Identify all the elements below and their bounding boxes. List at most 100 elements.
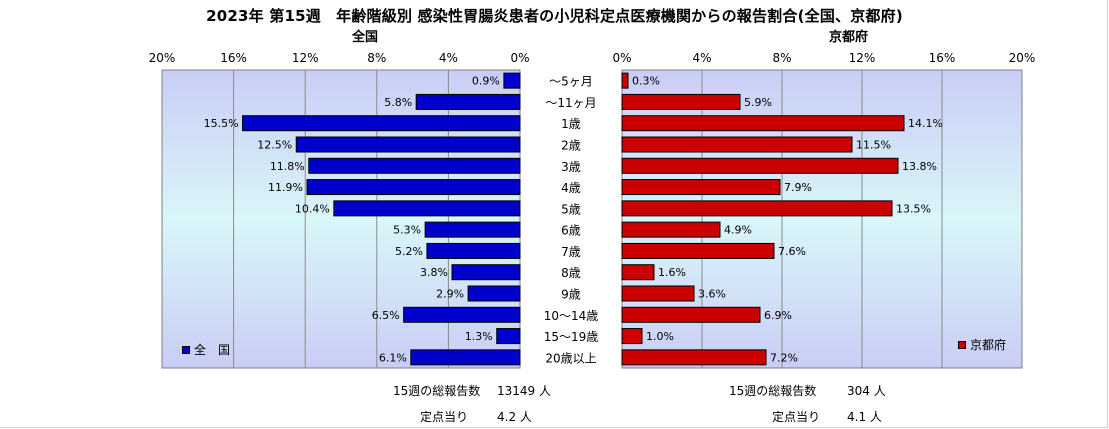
right-x-tick-label: 8% xyxy=(772,51,791,65)
bar-national xyxy=(496,328,521,345)
data-label-kyoto: 7.9% xyxy=(784,181,812,194)
data-label-kyoto: 1.0% xyxy=(646,330,674,343)
data-label-kyoto: 1.6% xyxy=(658,266,686,279)
data-label-national: 6.5% xyxy=(372,309,400,322)
footer-left-total-label: 15週の総報告数 xyxy=(393,384,481,398)
category-label: 1歳 xyxy=(561,117,581,131)
left-x-tick-label: 0% xyxy=(510,51,529,65)
footer-right-per-label: 定点当り xyxy=(772,410,821,424)
legend-national: 全 国 xyxy=(182,341,230,358)
right-x-tick-label: 0% xyxy=(612,51,631,65)
left-x-tick-label: 8% xyxy=(367,51,386,65)
bar-national xyxy=(308,157,521,174)
category-label: 20歳以上 xyxy=(545,351,596,365)
data-label-kyoto: 7.2% xyxy=(770,351,798,364)
category-label: 9歳 xyxy=(561,288,581,302)
left-x-tick-label: 20% xyxy=(149,51,176,65)
data-label-national: 1.3% xyxy=(465,330,493,343)
bar-national xyxy=(415,93,521,110)
bar-kyoto xyxy=(621,93,741,110)
bar-kyoto xyxy=(621,136,853,153)
bar-kyoto xyxy=(621,349,767,366)
category-label: ～5ヶ月 xyxy=(549,75,593,89)
legend-national-swatch xyxy=(182,345,190,354)
data-label-national: 5.8% xyxy=(384,96,412,109)
data-label-national: 11.8% xyxy=(270,160,305,173)
category-label: 5歳 xyxy=(561,202,581,216)
data-label-kyoto: 4.9% xyxy=(724,224,752,237)
category-label: 6歳 xyxy=(561,224,581,238)
left-x-tick-label: 16% xyxy=(220,51,247,65)
left-x-tick-label: 12% xyxy=(292,51,319,65)
footer-right-per-value: 4.1 人 xyxy=(847,410,882,424)
data-label-national: 2.9% xyxy=(436,288,464,301)
data-label-national: 6.1% xyxy=(379,351,407,364)
left-plot-area xyxy=(161,69,521,369)
right-x-tick-label: 12% xyxy=(849,51,876,65)
bar-national xyxy=(306,179,521,196)
data-label-national: 3.8% xyxy=(420,266,448,279)
category-label: 7歳 xyxy=(561,245,581,259)
left-x-tick-label: 4% xyxy=(439,51,458,65)
footer-right-total-value: 304 人 xyxy=(847,384,886,398)
bar-national xyxy=(503,72,521,89)
data-label-national: 15.5% xyxy=(204,117,239,130)
bar-kyoto xyxy=(621,221,721,238)
data-label-kyoto: 6.9% xyxy=(764,309,792,322)
data-label-kyoto: 5.9% xyxy=(744,96,772,109)
data-label-national: 12.5% xyxy=(257,139,292,152)
data-label-kyoto: 7.6% xyxy=(778,245,806,258)
right-x-tick-label: 16% xyxy=(929,51,956,65)
bar-national xyxy=(295,136,521,153)
bar-kyoto xyxy=(621,115,905,132)
right-x-tick-label: 20% xyxy=(1009,51,1036,65)
legend-kyoto-swatch xyxy=(958,340,966,349)
footer-left-total-value: 13149 人 xyxy=(497,384,551,398)
category-label: 4歳 xyxy=(561,181,581,195)
data-label-national: 10.4% xyxy=(295,202,330,215)
footer-left-per-label: 定点当り xyxy=(420,410,469,424)
footer-left-per-value: 4.2 人 xyxy=(497,410,532,424)
right-panel-title: 京都府 xyxy=(829,30,869,45)
category-label: 10～14歳 xyxy=(544,309,599,323)
bar-kyoto xyxy=(621,200,893,217)
data-label-kyoto: 0.3% xyxy=(632,75,660,88)
right-plot-area xyxy=(621,69,1023,369)
bar-national xyxy=(410,349,521,366)
legend-national-label: 全 国 xyxy=(194,343,231,357)
bar-national xyxy=(242,115,521,132)
category-label: 8歳 xyxy=(561,266,581,280)
bar-kyoto xyxy=(621,306,761,323)
data-label-kyoto: 3.6% xyxy=(698,288,726,301)
legend-kyoto-label: 京都府 xyxy=(970,338,1007,352)
left-panel-title: 全国 xyxy=(352,30,379,45)
category-label: 3歳 xyxy=(561,160,581,174)
bar-kyoto xyxy=(621,157,899,174)
data-label-kyoto: 14.1% xyxy=(908,117,943,130)
bar-kyoto xyxy=(621,264,655,281)
bar-national xyxy=(451,264,521,281)
bar-national xyxy=(426,242,521,259)
bar-national xyxy=(403,306,521,323)
right-x-tick-label: 4% xyxy=(692,51,711,65)
chart-title: 2023年 第15週 年齢階級別 感染性胃腸炎患者の小児科定点医療機関からの報告… xyxy=(206,7,903,25)
data-label-kyoto: 11.5% xyxy=(856,139,891,152)
legend-kyoto: 京都府 xyxy=(958,336,1006,353)
bar-national xyxy=(467,285,521,302)
category-label: 2歳 xyxy=(561,139,581,153)
data-label-national: 0.9% xyxy=(472,75,500,88)
category-label: 15～19歳 xyxy=(544,330,599,344)
data-label-kyoto: 13.5% xyxy=(896,202,931,215)
bar-kyoto xyxy=(621,72,629,89)
data-label-national: 11.9% xyxy=(268,181,303,194)
bar-national xyxy=(333,200,521,217)
bar-kyoto xyxy=(621,242,775,259)
bar-kyoto xyxy=(621,179,781,196)
bar-national xyxy=(424,221,521,238)
data-label-kyoto: 13.8% xyxy=(902,160,937,173)
data-label-national: 5.3% xyxy=(393,224,421,237)
data-label-national: 5.2% xyxy=(395,245,423,258)
category-label: ～11ヶ月 xyxy=(545,96,596,110)
